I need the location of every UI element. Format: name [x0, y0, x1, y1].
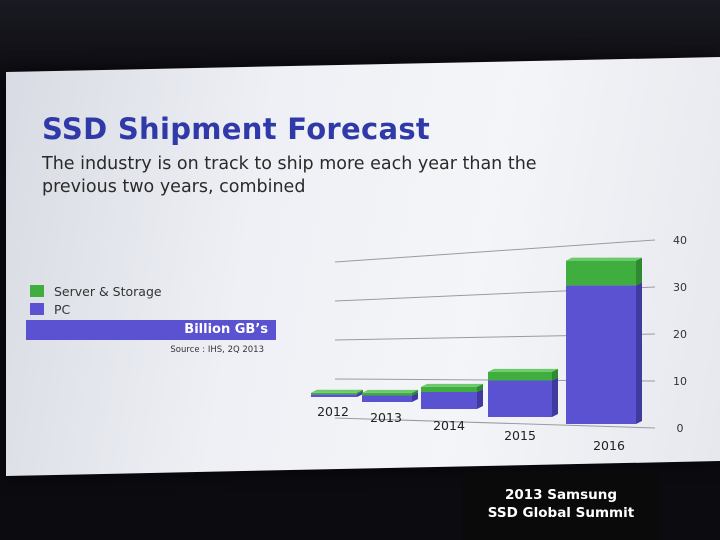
- legend-item-server-storage: Server & Storage: [30, 282, 162, 300]
- y-tick-label-20: 20: [673, 328, 687, 341]
- bar-top-2013: [362, 389, 418, 393]
- bar-side-2014-server-storage: [477, 383, 483, 392]
- x-tick-label-2012: 2012: [317, 404, 349, 419]
- unit-label-bar: Billion GB’s: [26, 320, 276, 340]
- bar-side-2015-server-storage: [552, 368, 558, 381]
- gridline-0: [334, 417, 656, 429]
- x-tick-label-2014: 2014: [433, 418, 465, 433]
- bar-side-2012-server-storage: [357, 389, 363, 395]
- bar-2016-server-storage: [566, 260, 636, 286]
- legend-label-pc: PC: [54, 301, 71, 317]
- legend-item-pc: PC: [30, 300, 162, 318]
- x-tick-label-2015: 2015: [504, 428, 536, 443]
- x-tick-label-2016: 2016: [593, 438, 625, 453]
- bar-side-2016-server-storage: [636, 257, 642, 286]
- y-tick-label-10: 10: [673, 375, 687, 388]
- bar-2012-server-storage: [311, 392, 357, 395]
- legend-swatch-pc: [30, 303, 44, 315]
- legend-label-server-storage: Server & Storage: [54, 283, 162, 299]
- y-tick-label-40: 40: [673, 234, 687, 247]
- y-tick-label-0: 0: [677, 422, 684, 435]
- bar-2014-pc: [421, 392, 477, 409]
- legend-swatch-server-storage: [30, 285, 44, 297]
- bar-side-2013-pc: [412, 392, 418, 402]
- slide-subtitle: The industry is on track to ship more ea…: [42, 154, 537, 197]
- bar-side-2013-server-storage: [412, 389, 418, 396]
- bar-2014-server-storage: [421, 386, 477, 392]
- slide-title: SSD Shipment Forecast: [42, 112, 431, 146]
- bar-top-2015: [488, 368, 558, 372]
- bar-2016-pc: [566, 285, 636, 424]
- bar-side-2015-pc: [552, 377, 558, 417]
- bar-2015-server-storage: [488, 371, 552, 381]
- event-sign: 2013 Samsung SSD Global Summit: [462, 472, 660, 540]
- bar-2013-server-storage: [362, 392, 412, 396]
- bar-top-2014: [421, 383, 483, 387]
- y-tick-label-30: 30: [673, 281, 687, 294]
- chart-legend: Server & Storage PC: [30, 282, 162, 318]
- bar-2015-pc: [488, 380, 552, 417]
- bar-top-2016: [566, 257, 642, 261]
- bar-side-2012-pc: [357, 391, 363, 397]
- x-tick-label-2013: 2013: [370, 410, 402, 425]
- bar-2013-pc: [362, 395, 412, 402]
- bar-side-2016-pc: [636, 282, 642, 424]
- bar-2012-pc: [311, 394, 357, 397]
- source-note: Source : IHS, 2Q 2013: [170, 345, 264, 355]
- bar-side-2014-pc: [477, 389, 483, 409]
- event-sign-line2: SSD Global Summit: [487, 505, 635, 521]
- event-sign-line1: 2013 Samsung: [504, 487, 618, 503]
- bar-top-2012: [311, 389, 363, 393]
- gridline-40: [334, 239, 656, 263]
